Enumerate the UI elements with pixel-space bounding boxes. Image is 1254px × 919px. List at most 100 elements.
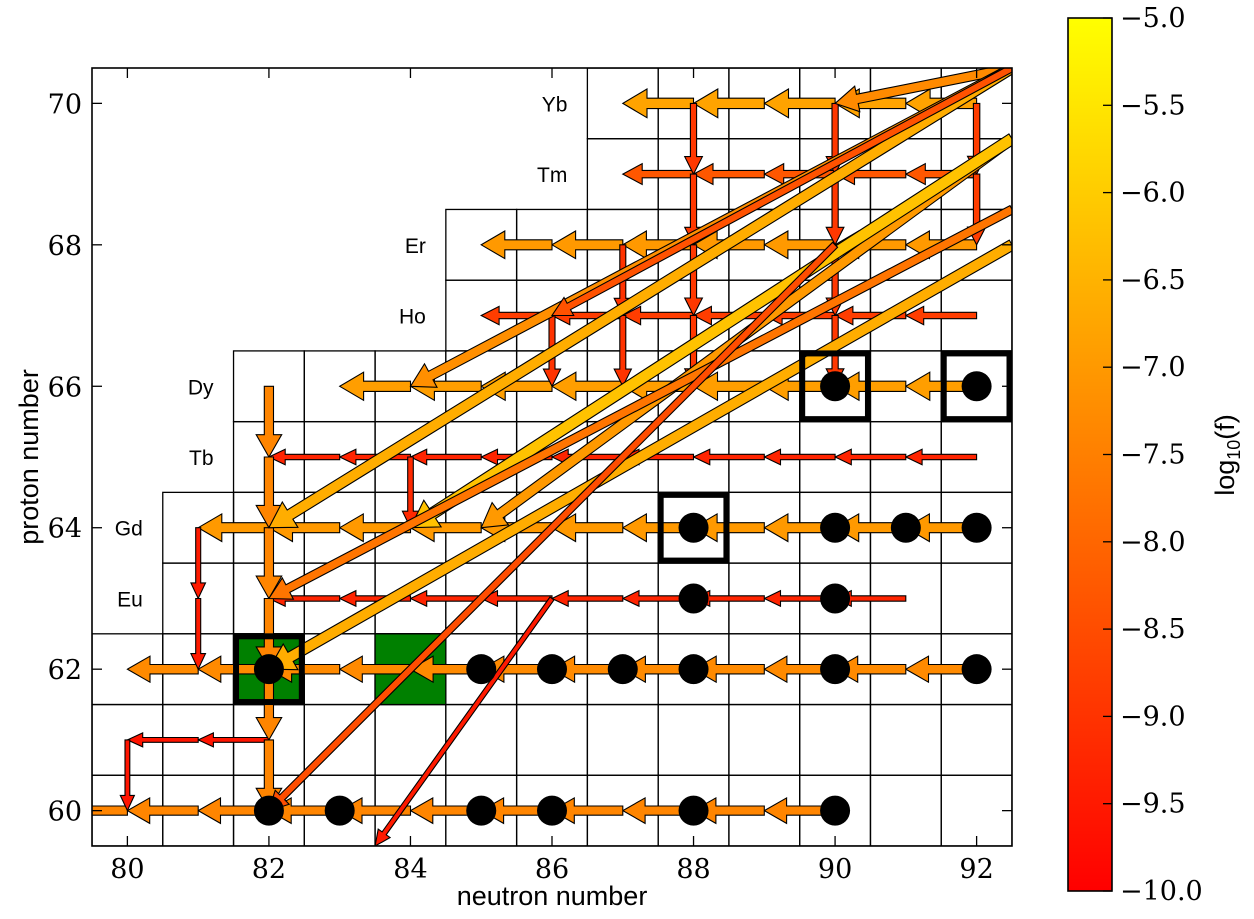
y-tick-label: 62 [48, 655, 82, 686]
stable-nucleus-dot [466, 654, 497, 685]
flow-arrow [550, 512, 624, 543]
x-tick-label: 82 [252, 854, 286, 885]
colorbar-tick-label: −7.0 [1120, 352, 1186, 383]
flow-arrow [763, 88, 836, 119]
y-tick-label: 64 [48, 514, 82, 545]
stable-nucleus-dot [253, 654, 284, 685]
flow-arrow [550, 589, 624, 608]
stable-nuclei [253, 371, 992, 826]
x-tick-label: 86 [535, 854, 569, 885]
stable-nucleus-dot [961, 512, 992, 543]
x-axis-label: neutron number [457, 881, 648, 911]
flow-arrow [833, 305, 907, 326]
colorbar-tick-label: −5.0 [1120, 3, 1186, 34]
flow-arrows [92, 68, 1012, 846]
flow-arrow [550, 230, 624, 260]
flow-arrow [480, 230, 553, 260]
element-label: Er [405, 235, 426, 258]
flow-arrow [190, 527, 207, 600]
flow-arrow [409, 133, 1012, 529]
stable-nucleus-dot [466, 795, 497, 826]
element-label: Tm [537, 164, 567, 187]
colorbar-tick-label: −9.0 [1120, 701, 1186, 732]
flow-arrow [255, 527, 283, 600]
flow-arrow [692, 88, 765, 119]
flow-arrow [904, 448, 978, 466]
flow-arrow [621, 230, 695, 260]
flow-arrow [409, 589, 482, 608]
stable-nucleus-dot [678, 654, 709, 685]
x-tick-label: 88 [676, 854, 710, 885]
flow-arrow [267, 204, 1012, 600]
colorbar-tick-label: −8.0 [1120, 527, 1186, 558]
element-label: Tb [189, 447, 214, 470]
stable-nucleus-dot [820, 583, 851, 614]
stable-nucleus-dot [607, 654, 638, 685]
element-label: Yb [542, 93, 568, 116]
y-axis-label: proton number [14, 369, 44, 545]
x-axis-ticks: 80 82 84 86 88 90 92 [110, 68, 994, 885]
stable-nucleus-dot [820, 654, 851, 685]
stable-nucleus-dot [678, 583, 709, 614]
flow-arrow [479, 589, 553, 608]
colorbar-tick-label: −5.5 [1120, 90, 1186, 121]
flow-arrow [613, 314, 633, 388]
flow-arrow [825, 173, 845, 247]
flow-arrow [550, 68, 1012, 317]
stable-nucleus-dot [678, 512, 709, 543]
y-axis-ticks: 60 62 64 66 68 70 [48, 89, 1012, 828]
x-tick-label: 92 [959, 854, 993, 885]
stable-nucleus-dot [537, 654, 567, 685]
colorbar-label: log10(f) [1210, 414, 1244, 496]
stable-nucleus-dot [820, 512, 851, 543]
stable-nucleus-dot [961, 371, 992, 402]
stable-nucleus-dot [961, 654, 992, 685]
x-tick-label: 80 [110, 854, 144, 885]
flow-arrow [692, 448, 765, 466]
colorbar-tick-label: −7.5 [1120, 440, 1186, 471]
element-label: Dy [188, 376, 214, 399]
flow-arrow [621, 305, 695, 326]
stable-nucleus-dot [537, 795, 567, 826]
x-tick-label: 84 [393, 854, 427, 885]
element-labels: Yb Tm Er Ho Dy Tb Gd Eu [115, 93, 568, 611]
flow-arrow [374, 596, 555, 846]
colorbar: −5.0 −5.5 −6.0 −6.5 −7.0 −7.5 −8.0 −8.5 −9.0 −9.5… [1067, 3, 1244, 907]
flow-arrow [833, 448, 907, 466]
highlight-box [233, 633, 305, 706]
flow-arrow [683, 102, 704, 176]
flow-arrow [267, 68, 1012, 529]
flow-arrow [409, 448, 482, 466]
y-tick-label: 70 [48, 89, 82, 120]
flow-arrow [904, 305, 978, 326]
y-tick-label: 68 [48, 231, 82, 262]
element-label: Eu [117, 588, 143, 611]
y-tick-label: 66 [48, 372, 82, 403]
flow-arrow [126, 732, 199, 748]
stable-nucleus-dot [324, 795, 355, 826]
flow-arrow [126, 655, 199, 684]
flow-arrow [255, 385, 283, 459]
colorbar-ticks: −5.0 −5.5 −6.0 −6.5 −7.0 −7.5 −8.0 −8.5 −9.0 −9.5… [1103, 3, 1203, 907]
flow-arrow [92, 805, 128, 816]
flow-arrow [550, 448, 624, 466]
flow-arrow [119, 739, 136, 812]
stable-nucleus-dot [678, 795, 709, 826]
highlight-box [657, 491, 730, 564]
stable-nucleus-dot [820, 371, 851, 402]
flow-arrow [196, 732, 270, 748]
highlight-box [799, 350, 871, 423]
plot-content [92, 68, 1012, 846]
stable-nucleus-dot [253, 795, 284, 826]
flow-arrow [683, 244, 704, 317]
colorbar-tick-label: −8.5 [1120, 614, 1186, 645]
flow-arrow [763, 448, 836, 466]
flow-arrow [621, 162, 695, 186]
y-tick-label: 60 [48, 797, 82, 828]
stable-nucleus-dot [820, 795, 851, 826]
colorbar-tick-label: −10.0 [1120, 876, 1203, 907]
flow-arrow [692, 162, 765, 186]
flow-arrow [126, 796, 199, 825]
colorbar-tick-label: −6.5 [1120, 265, 1186, 296]
